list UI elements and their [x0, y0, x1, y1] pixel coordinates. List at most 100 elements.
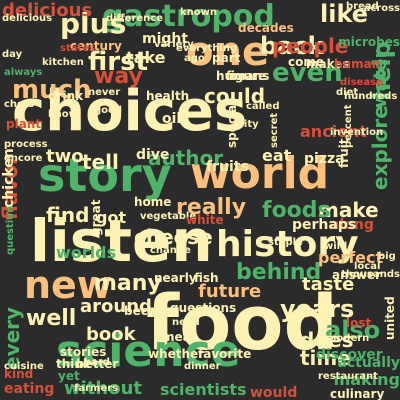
word-making: making: [333, 370, 400, 389]
word-one: one: [186, 29, 270, 75]
word-know: know: [48, 109, 78, 120]
word-take: take: [126, 48, 166, 67]
word-got: got: [96, 208, 127, 227]
word-kind: kind: [4, 367, 34, 381]
word-disease: disease: [340, 77, 383, 88]
word-part: part: [212, 51, 241, 65]
word-perfect: perfect: [318, 248, 384, 267]
word-ancient: ancient: [300, 122, 368, 141]
word-like: like: [320, 0, 369, 28]
word-explore: explore: [368, 105, 392, 190]
word-big: big: [378, 251, 396, 262]
word-first: first: [88, 47, 148, 77]
word-cuisine: cuisine: [4, 361, 44, 372]
word-much: much: [12, 75, 92, 105]
word-plus: plus: [60, 7, 127, 40]
word-called: called: [246, 101, 280, 112]
word-everything: everything: [176, 43, 238, 54]
word-delicious: delicious: [2, 13, 53, 24]
word-behind: behind: [236, 260, 322, 285]
word-better: better: [76, 357, 119, 371]
word-tell: tell: [82, 150, 119, 174]
word-dinner: dinner: [184, 361, 221, 372]
word-yet: yet: [58, 369, 80, 383]
word-without: without: [64, 378, 143, 399]
word-gastropod: gastropod: [102, 0, 275, 34]
word-would: would: [250, 385, 298, 400]
word-dive: dive: [136, 147, 170, 163]
word-book: book: [86, 324, 136, 345]
word-meat: meat: [162, 330, 197, 344]
word-local: local: [354, 261, 381, 272]
word-listen: listen: [30, 207, 213, 275]
word-choices: choices: [12, 79, 248, 144]
word-day: day: [2, 49, 23, 60]
word-decades: decades: [238, 21, 294, 35]
word-perhaps: perhaps: [292, 217, 357, 233]
word-great: great: [89, 199, 103, 236]
word-home: home: [134, 195, 172, 209]
word-kitchen: kitchen: [42, 57, 84, 68]
word-story: story: [38, 148, 172, 202]
word-could: could: [204, 84, 266, 108]
word-question: question: [5, 205, 16, 255]
word-oil: oil: [162, 111, 182, 127]
word-vegetable: vegetable: [140, 211, 197, 222]
word-really: really: [176, 195, 247, 220]
word-stories: stories: [60, 345, 107, 359]
word-plant: plant: [6, 117, 42, 131]
word-along: along: [330, 217, 374, 233]
word-foods: foods: [262, 198, 331, 223]
word-world: world: [190, 148, 330, 199]
word-whether: whether: [148, 347, 205, 361]
word-century: century: [70, 39, 122, 53]
word-microbes: microbes: [338, 35, 400, 49]
word-actually: actually: [337, 355, 400, 371]
word-science: science: [56, 326, 241, 377]
word-many: many: [94, 271, 162, 296]
word-always: always: [4, 67, 43, 78]
word-secret: secret: [269, 112, 280, 148]
word-well: well: [26, 306, 77, 331]
word-drink: drink: [48, 89, 84, 103]
word-makes: makes: [306, 57, 350, 71]
word-restaurant: restaurant: [318, 371, 378, 382]
word-even: even: [272, 58, 343, 88]
word-food: food: [146, 278, 338, 367]
word-process: process: [4, 139, 48, 150]
word-states: states: [60, 43, 95, 54]
word-eat: eat: [262, 146, 292, 165]
word-way: way: [94, 64, 143, 89]
word-find: find: [46, 203, 90, 227]
word-city: city: [238, 119, 259, 130]
word-fruits: fruits: [206, 159, 249, 175]
word-across: across: [363, 3, 400, 14]
word-eating: eating: [4, 381, 55, 397]
word-wild: wild: [324, 241, 348, 252]
word-cheese: cheese: [134, 225, 213, 249]
word-author: author: [148, 146, 224, 170]
word-bread: bread: [346, 1, 379, 12]
word-thousands: thousands: [341, 269, 400, 280]
word-united: united: [383, 296, 397, 340]
word-need: need: [172, 317, 200, 328]
word-taste: taste: [302, 274, 355, 295]
word-staple: staple: [268, 237, 303, 248]
word-human: human: [334, 57, 381, 71]
word-favorite: favorite: [198, 347, 252, 361]
word-figure: figure: [226, 69, 267, 83]
word-time: time: [300, 346, 351, 370]
word-humans: humans: [216, 69, 270, 83]
word-chefs: chefs: [4, 99, 35, 110]
word-modern: modern: [326, 333, 370, 344]
word-delicious: delicious: [2, 0, 93, 21]
word-new: new: [24, 263, 112, 307]
word-known: known: [180, 7, 217, 18]
word-discover: discover: [316, 347, 383, 363]
word-fish: fish: [194, 271, 219, 285]
word-future: future: [198, 281, 262, 302]
word-difference: difference: [106, 13, 164, 24]
word-years: years: [280, 295, 355, 323]
word-history: history: [216, 224, 359, 265]
